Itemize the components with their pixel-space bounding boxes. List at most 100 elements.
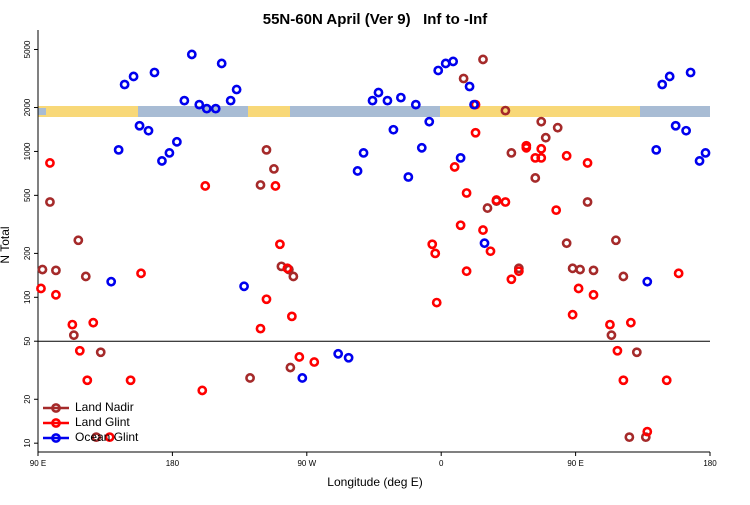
point — [95, 347, 106, 358]
legend-label: Land Glint — [75, 415, 130, 429]
point — [606, 330, 617, 341]
point — [275, 239, 285, 250]
point — [73, 235, 84, 246]
y-tick-label: 50 — [23, 336, 32, 345]
point — [125, 375, 136, 386]
point — [82, 375, 93, 386]
y-tick-label: 20 — [23, 394, 32, 403]
point — [157, 156, 167, 166]
legend-marker — [51, 433, 61, 443]
point — [694, 156, 705, 166]
y-tick-label: 10 — [23, 438, 32, 447]
point — [45, 197, 55, 207]
chart-title: 55N-60N April (Ver 9) Inf to -Inf — [263, 11, 488, 28]
point — [200, 181, 211, 191]
map-strip — [38, 106, 710, 117]
legend-label: Ocean Glint — [75, 430, 139, 444]
point — [561, 238, 572, 249]
y-axis-label: N Total — [0, 226, 12, 263]
point — [51, 289, 61, 300]
point — [681, 125, 692, 136]
y-tick-label: 5000 — [23, 40, 32, 58]
point — [367, 95, 378, 106]
point — [424, 116, 435, 127]
point — [106, 276, 117, 287]
point — [431, 297, 442, 308]
point — [416, 142, 427, 153]
point — [611, 235, 621, 246]
point — [625, 317, 636, 328]
x-tick-label: 90 W — [297, 459, 316, 468]
point — [461, 266, 472, 277]
point — [294, 352, 305, 362]
point — [657, 79, 668, 90]
point — [573, 283, 584, 294]
point — [500, 197, 511, 207]
point — [388, 124, 399, 135]
point — [642, 426, 653, 437]
point — [642, 276, 653, 287]
point — [36, 283, 46, 294]
point — [261, 144, 272, 155]
point — [540, 132, 551, 143]
point — [164, 148, 175, 158]
point — [449, 162, 460, 172]
x-tick-label: 180 — [166, 459, 180, 468]
point — [500, 105, 511, 116]
point — [612, 345, 623, 356]
point — [37, 264, 48, 275]
point — [430, 248, 441, 259]
point — [68, 330, 79, 341]
point — [479, 238, 490, 249]
point — [521, 140, 532, 151]
point — [104, 432, 115, 443]
point — [506, 148, 517, 158]
point — [245, 373, 255, 383]
point — [210, 103, 221, 114]
point — [582, 158, 593, 168]
x-tick-label: 90 E — [30, 459, 46, 468]
point — [134, 120, 145, 131]
point — [255, 323, 266, 334]
point — [91, 432, 102, 443]
point — [403, 172, 414, 182]
point — [225, 95, 236, 106]
point — [186, 49, 197, 60]
point — [478, 225, 488, 235]
point — [575, 264, 585, 275]
point — [551, 205, 562, 216]
point — [358, 148, 369, 158]
y-tick-label: 1000 — [23, 142, 32, 160]
point — [513, 266, 524, 277]
point — [448, 56, 459, 67]
point — [119, 79, 130, 90]
point — [567, 309, 578, 320]
point — [561, 150, 572, 161]
point — [700, 148, 711, 158]
point — [536, 153, 547, 163]
point — [194, 99, 205, 110]
point — [440, 58, 451, 69]
point — [464, 81, 475, 92]
point — [179, 95, 190, 106]
point — [382, 95, 393, 106]
point — [673, 268, 684, 279]
point — [261, 294, 272, 305]
point — [288, 271, 299, 282]
point — [149, 67, 160, 78]
point — [624, 432, 635, 443]
point — [455, 220, 466, 231]
point — [286, 311, 297, 322]
point — [661, 375, 672, 386]
point — [80, 271, 91, 282]
legend-marker — [51, 403, 61, 413]
point — [530, 173, 541, 183]
point — [588, 265, 599, 276]
point — [74, 345, 85, 356]
point — [552, 122, 563, 133]
point — [567, 263, 578, 274]
point — [201, 103, 212, 114]
point — [482, 203, 493, 213]
y-tick-label: 200 — [23, 246, 32, 260]
